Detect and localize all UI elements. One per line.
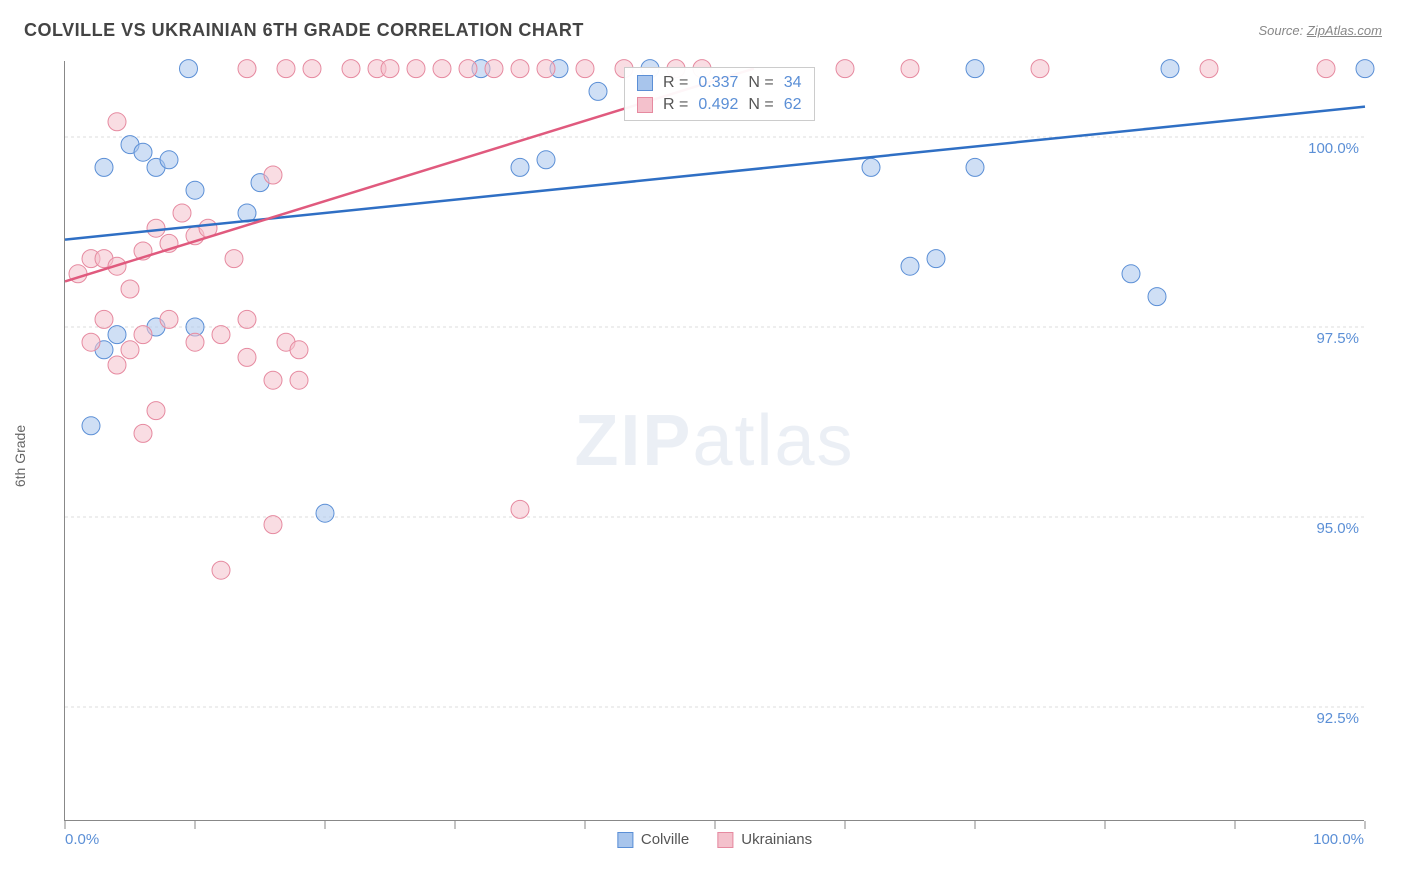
stats-row-ukrainians: R = 0.492 N = 62 bbox=[625, 94, 814, 116]
chart-container: 6th Grade 92.5%95.0%97.5%100.0% ZIPatlas… bbox=[24, 51, 1382, 861]
svg-text:95.0%: 95.0% bbox=[1316, 520, 1359, 537]
chart-legend: Colville Ukrainians bbox=[617, 831, 812, 848]
source-link[interactable]: ZipAtlas.com bbox=[1307, 23, 1382, 38]
stats-r-colville: 0.337 bbox=[698, 74, 738, 92]
stats-n-label: N = bbox=[748, 74, 773, 92]
svg-text:92.5%: 92.5% bbox=[1316, 710, 1359, 727]
stats-r-label: R = bbox=[663, 96, 688, 114]
x-axis-min-label: 0.0% bbox=[65, 831, 99, 848]
svg-text:97.5%: 97.5% bbox=[1316, 330, 1359, 347]
legend-swatch-ukrainians bbox=[717, 832, 733, 848]
stats-box: R = 0.337 N = 34 R = 0.492 N = 62 bbox=[624, 67, 815, 121]
source-label: Source: bbox=[1258, 23, 1306, 38]
stats-swatch-ukrainians bbox=[637, 97, 653, 113]
scatter-svg: 92.5% 95.0% 97.5% 100.0% bbox=[65, 61, 1365, 821]
chart-header: COLVILLE VS UKRAINIAN 6TH GRADE CORRELAT… bbox=[0, 0, 1406, 51]
legend-label-colville: Colville bbox=[641, 831, 689, 848]
stats-row-colville: R = 0.337 N = 34 bbox=[625, 72, 814, 94]
legend-item-colville: Colville bbox=[617, 831, 689, 848]
x-axis-max-label: 100.0% bbox=[1313, 831, 1364, 848]
svg-text:100.0%: 100.0% bbox=[1308, 140, 1359, 157]
stats-n-colville: 34 bbox=[784, 74, 802, 92]
stats-swatch-colville bbox=[637, 75, 653, 91]
y-axis-label: 6th Grade bbox=[12, 425, 28, 487]
legend-item-ukrainians: Ukrainians bbox=[717, 831, 812, 848]
legend-swatch-colville bbox=[617, 832, 633, 848]
plot-area: 92.5%95.0%97.5%100.0% ZIPatlas R = 0.337… bbox=[64, 61, 1364, 821]
legend-label-ukrainians: Ukrainians bbox=[741, 831, 812, 848]
chart-title: COLVILLE VS UKRAINIAN 6TH GRADE CORRELAT… bbox=[24, 20, 584, 41]
stats-r-ukrainians: 0.492 bbox=[698, 96, 738, 114]
stats-r-label: R = bbox=[663, 74, 688, 92]
stats-n-label: N = bbox=[748, 96, 773, 114]
source-attribution: Source: ZipAtlas.com bbox=[1258, 23, 1382, 38]
stats-n-ukrainians: 62 bbox=[784, 96, 802, 114]
